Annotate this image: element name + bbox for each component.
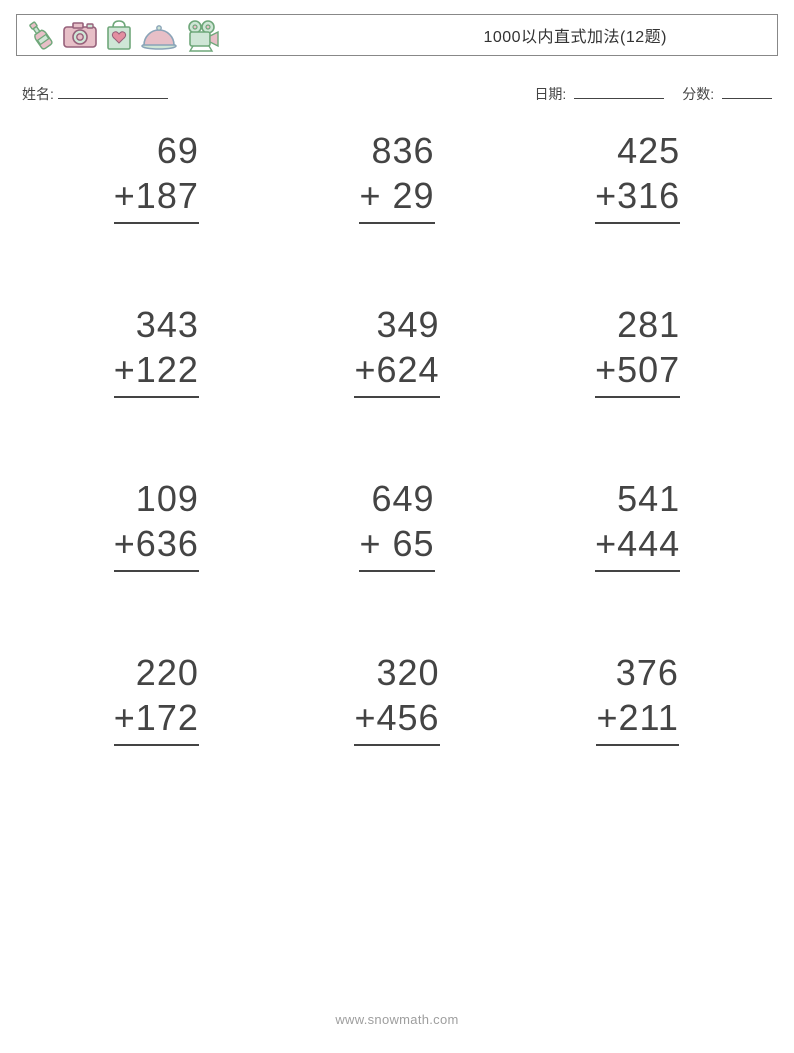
problem-stack: 281+507 (595, 302, 680, 406)
addend-top: 69 (114, 128, 199, 173)
problem-stack: 109+636 (114, 476, 199, 580)
problem-stack: 69+187 (114, 128, 199, 232)
sum-rule (354, 744, 439, 754)
sum-rule (595, 570, 680, 580)
problem-7: 109+636 (56, 476, 257, 580)
problem-4: 343+122 (56, 302, 257, 406)
addend-top: 320 (354, 650, 439, 695)
problem-5: 349+624 (297, 302, 498, 406)
addend-top: 376 (596, 650, 678, 695)
sum-rule (359, 570, 434, 580)
addend-bottom: +316 (595, 173, 680, 218)
name-blank[interactable] (58, 84, 168, 99)
addend-top: 109 (114, 476, 199, 521)
bag-icon (103, 18, 135, 52)
addend-top: 649 (359, 476, 434, 521)
addend-bottom: +507 (595, 347, 680, 392)
score-blank[interactable] (722, 84, 772, 99)
score-label: 分数: (682, 86, 714, 102)
sum-rule (354, 396, 439, 406)
problems-grid: 69+187 836+ 29 425+316 343+122 349+624 2… (16, 128, 778, 754)
info-name: 姓名: (22, 84, 168, 104)
addend-top: 425 (595, 128, 680, 173)
addend-bottom: + 65 (359, 521, 434, 566)
addend-top: 836 (359, 128, 434, 173)
sum-rule (114, 222, 199, 232)
addend-top: 541 (595, 476, 680, 521)
date-blank[interactable] (574, 84, 664, 99)
sum-rule (596, 744, 678, 754)
sum-rule (114, 396, 199, 406)
sum-rule (114, 570, 199, 580)
problem-9: 541+444 (537, 476, 738, 580)
sum-rule (595, 222, 680, 232)
problem-stack: 349+624 (354, 302, 439, 406)
addend-top: 220 (114, 650, 199, 695)
addend-bottom: +122 (114, 347, 199, 392)
footer-link: www.snowmath.com (0, 1012, 794, 1027)
problem-12: 376+211 (537, 650, 738, 754)
addend-top: 281 (595, 302, 680, 347)
addend-bottom: +636 (114, 521, 199, 566)
problem-8: 649+ 65 (297, 476, 498, 580)
bottle-icon (23, 18, 57, 52)
addend-top: 349 (354, 302, 439, 347)
problem-3: 425+316 (537, 128, 738, 232)
worksheet: 1000以内直式加法(12题) 姓名: 日期: 分数: 69+187 836+ … (0, 0, 794, 754)
problem-stack: 541+444 (595, 476, 680, 580)
header-box: 1000以内直式加法(12题) (16, 14, 778, 56)
name-label: 姓名: (22, 84, 54, 104)
info-row: 姓名: 日期: 分数: (16, 84, 778, 104)
addend-bottom: +444 (595, 521, 680, 566)
date-label: 日期: (534, 86, 566, 102)
problem-stack: 836+ 29 (359, 128, 434, 232)
problem-stack: 649+ 65 (359, 476, 434, 580)
problem-stack: 220+172 (114, 650, 199, 754)
sum-rule (114, 744, 199, 754)
addend-bottom: +624 (354, 347, 439, 392)
sum-rule (595, 396, 680, 406)
problem-stack: 376+211 (596, 650, 678, 754)
problem-6: 281+507 (537, 302, 738, 406)
info-date: 日期: (534, 84, 664, 104)
problem-11: 320+456 (297, 650, 498, 754)
sum-rule (359, 222, 434, 232)
addend-bottom: + 29 (359, 173, 434, 218)
problem-stack: 320+456 (354, 650, 439, 754)
problem-2: 836+ 29 (297, 128, 498, 232)
camera-icon (61, 18, 99, 52)
addend-bottom: +456 (354, 695, 439, 740)
addend-bottom: +172 (114, 695, 199, 740)
problem-10: 220+172 (56, 650, 257, 754)
problem-1: 69+187 (56, 128, 257, 232)
addend-top: 343 (114, 302, 199, 347)
film-camera-icon (183, 18, 221, 52)
problem-stack: 425+316 (595, 128, 680, 232)
dome-icon (139, 18, 179, 52)
worksheet-title: 1000以内直式加法(12题) (483, 23, 767, 47)
header-icons (23, 18, 221, 52)
addend-bottom: +211 (596, 695, 678, 740)
info-score: 分数: (682, 84, 772, 104)
problem-stack: 343+122 (114, 302, 199, 406)
addend-bottom: +187 (114, 173, 199, 218)
